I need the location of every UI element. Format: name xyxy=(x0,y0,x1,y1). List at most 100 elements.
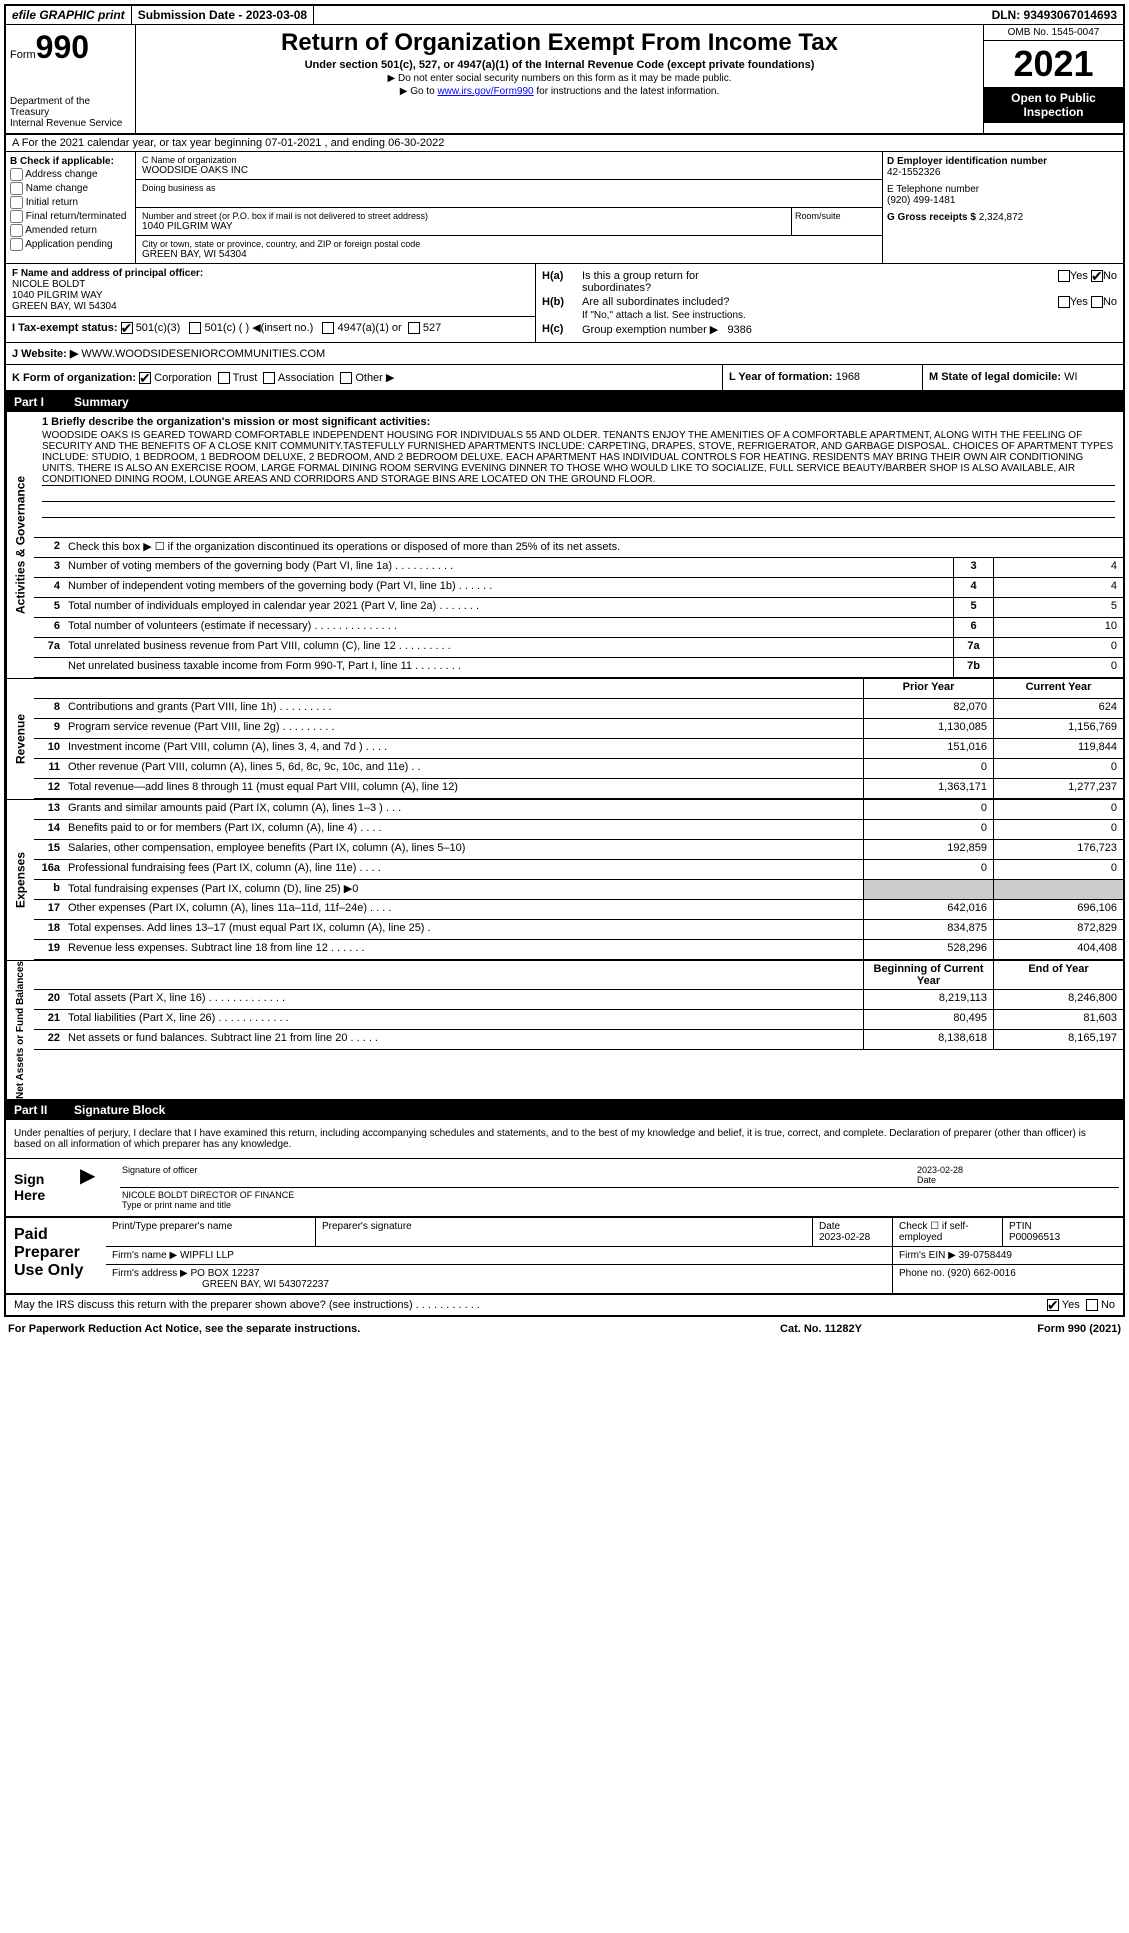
col-h: H(a) Is this a group return for subordin… xyxy=(536,264,1123,342)
table-row: 16a Professional fundraising fees (Part … xyxy=(34,860,1123,880)
prep-sig-label: Preparer's signature xyxy=(316,1218,813,1246)
chk-assoc[interactable] xyxy=(263,372,275,384)
table-row: Net unrelated business taxable income fr… xyxy=(34,658,1123,678)
ein: 42-1552326 xyxy=(887,167,1119,178)
part1-title: Summary xyxy=(74,395,129,409)
chk-final-return[interactable]: Final return/terminated xyxy=(10,210,131,223)
table-row: 21 Total liabilities (Part X, line 26) .… xyxy=(34,1010,1123,1030)
ha-no[interactable] xyxy=(1091,270,1103,282)
col-fi: F Name and address of principal officer:… xyxy=(6,264,536,342)
dba-box: Doing business as xyxy=(136,180,882,208)
city-box: City or town, state or province, country… xyxy=(136,236,882,263)
firm-phone-box: Phone no. (920) 662-0016 xyxy=(893,1265,1123,1293)
firm-name-box: Firm's name ▶ WIPFLI LLP xyxy=(106,1247,893,1264)
prep-date-box: Date 2023-02-28 xyxy=(813,1218,893,1246)
tab-expenses: Expenses xyxy=(6,800,34,960)
hc-text: Group exemption number ▶ 9386 xyxy=(582,323,1117,336)
hb-no[interactable] xyxy=(1091,296,1103,308)
ha-yes[interactable] xyxy=(1058,270,1070,282)
l-box: L Year of formation: 1968 xyxy=(723,365,923,390)
header-center: Return of Organization Exempt From Incom… xyxy=(136,25,983,133)
omb-number: OMB No. 1545-0047 xyxy=(984,25,1123,41)
cat-no: Cat. No. 11282Y xyxy=(721,1323,921,1335)
hb-text: Are all subordinates included? xyxy=(582,296,1058,308)
prep-row2: Firm's name ▶ WIPFLI LLP Firm's EIN ▶ 39… xyxy=(106,1247,1123,1265)
self-employed-check[interactable]: Check ☐ if self-employed xyxy=(893,1218,1003,1246)
chk-address-change[interactable]: Address change xyxy=(10,168,131,181)
perjury-statement: Under penalties of perjury, I declare th… xyxy=(6,1120,1123,1159)
state-domicile: WI xyxy=(1064,371,1077,383)
gross-receipts: 2,324,872 xyxy=(979,212,1024,223)
officer-addr1: 1040 PILGRIM WAY xyxy=(12,290,529,301)
irs-label: Internal Revenue Service xyxy=(10,118,131,129)
open-line1: Open to Public xyxy=(988,91,1119,105)
prep-date: 2023-02-28 xyxy=(819,1232,886,1243)
ptin: P00096513 xyxy=(1009,1232,1117,1243)
table-row: 15 Salaries, other compensation, employe… xyxy=(34,840,1123,860)
revenue-section: Revenue Prior Year Current Year 8 Contri… xyxy=(6,679,1123,800)
dba-label: Doing business as xyxy=(142,183,876,193)
chk-4947[interactable] xyxy=(322,322,334,334)
sign-right: ▶ Signature of officer 2023-02-28 Date N… xyxy=(76,1159,1123,1216)
hc-row: H(c) Group exemption number ▶ 9386 xyxy=(542,323,1117,336)
tax-status-label: I Tax-exempt status: xyxy=(12,322,118,334)
tab-revenue: Revenue xyxy=(6,679,34,799)
sig-officer-line: Signature of officer 2023-02-28 Date xyxy=(120,1163,1119,1188)
revenue-content: Prior Year Current Year 8 Contributions … xyxy=(34,679,1123,799)
current-year-hdr: Current Year xyxy=(993,679,1123,698)
form-num: 990 xyxy=(36,29,89,65)
chk-trust[interactable] xyxy=(218,372,230,384)
preparer-section: Paid Preparer Use Only Print/Type prepar… xyxy=(6,1218,1123,1295)
ssn-note: ▶ Do not enter social security numbers o… xyxy=(144,73,975,84)
gross-label: G Gross receipts $ xyxy=(887,212,976,223)
discuss-no[interactable] xyxy=(1086,1299,1098,1311)
open-public: Open to Public Inspection xyxy=(984,87,1123,123)
chk-app-pending[interactable]: Application pending xyxy=(10,238,131,251)
k-label: K Form of organization: xyxy=(12,372,136,384)
header-left: Form990 Department of the Treasury Inter… xyxy=(6,25,136,133)
chk-amended[interactable]: Amended return xyxy=(10,224,131,237)
table-row: 18 Total expenses. Add lines 13–17 (must… xyxy=(34,920,1123,940)
irs-link[interactable]: www.irs.gov/Form990 xyxy=(437,86,533,97)
ha-row: H(a) Is this a group return for subordin… xyxy=(542,270,1117,294)
chk-initial-return[interactable]: Initial return xyxy=(10,196,131,209)
chk-501c[interactable] xyxy=(189,322,201,334)
table-row: 2 Check this box ▶ ☐ if the organization… xyxy=(34,538,1123,558)
group-exemption: 9386 xyxy=(727,324,751,336)
chk-corp[interactable] xyxy=(139,372,151,384)
hb-yes[interactable] xyxy=(1058,296,1070,308)
table-row: 9 Program service revenue (Part VIII, li… xyxy=(34,719,1123,739)
hb-checks: Yes No xyxy=(1058,296,1117,308)
sign-area: Sign Here ▶ Signature of officer 2023-02… xyxy=(6,1159,1123,1218)
gross-box: G Gross receipts $ 2,324,872 xyxy=(887,212,1119,223)
chk-527[interactable] xyxy=(408,322,420,334)
prep-name-label: Print/Type preparer's name xyxy=(106,1218,316,1246)
discuss-yes[interactable] xyxy=(1047,1299,1059,1311)
firm-phone: (920) 662-0016 xyxy=(947,1268,1015,1279)
netassets-section: Net Assets or Fund Balances Beginning of… xyxy=(6,961,1123,1100)
discuss-checks: Yes No xyxy=(1047,1299,1115,1311)
netassets-header-row: Beginning of Current Year End of Year xyxy=(34,961,1123,990)
section-bcd: B Check if applicable: Address change Na… xyxy=(6,152,1123,264)
goto-pre: ▶ Go to xyxy=(400,86,438,97)
top-bar: efile GRAPHIC print Submission Date - 20… xyxy=(6,6,1123,25)
website: WWW.WOODSIDESENIORCOMMUNITIES.COM xyxy=(81,348,325,360)
mission-line xyxy=(42,485,1115,501)
chk-other[interactable] xyxy=(340,372,352,384)
room-box: Room/suite xyxy=(792,208,882,235)
row-a: A For the 2021 calendar year, or tax yea… xyxy=(6,135,1123,152)
addr-row: Number and street (or P.O. box if mail i… xyxy=(136,208,882,236)
l-label: L Year of formation: xyxy=(729,371,833,383)
preparer-right: Print/Type preparer's name Preparer's si… xyxy=(106,1218,1123,1293)
b-header: B Check if applicable: xyxy=(10,156,131,167)
prep-row3: Firm's address ▶ PO BOX 12237 GREEN BAY,… xyxy=(106,1265,1123,1293)
sig-date-box: 2023-02-28 Date xyxy=(917,1165,1117,1185)
chk-501c3[interactable] xyxy=(121,322,133,334)
table-row: 4 Number of independent voting members o… xyxy=(34,578,1123,598)
mission-line xyxy=(42,517,1115,533)
open-line2: Inspection xyxy=(988,105,1119,119)
tax-status-box: I Tax-exempt status: 501(c)(3) 501(c) ( … xyxy=(6,317,535,338)
part2-header: Part II Signature Block xyxy=(6,1100,1123,1120)
chk-name-change[interactable]: Name change xyxy=(10,182,131,195)
firm-addr1: PO BOX 12237 xyxy=(191,1268,260,1279)
